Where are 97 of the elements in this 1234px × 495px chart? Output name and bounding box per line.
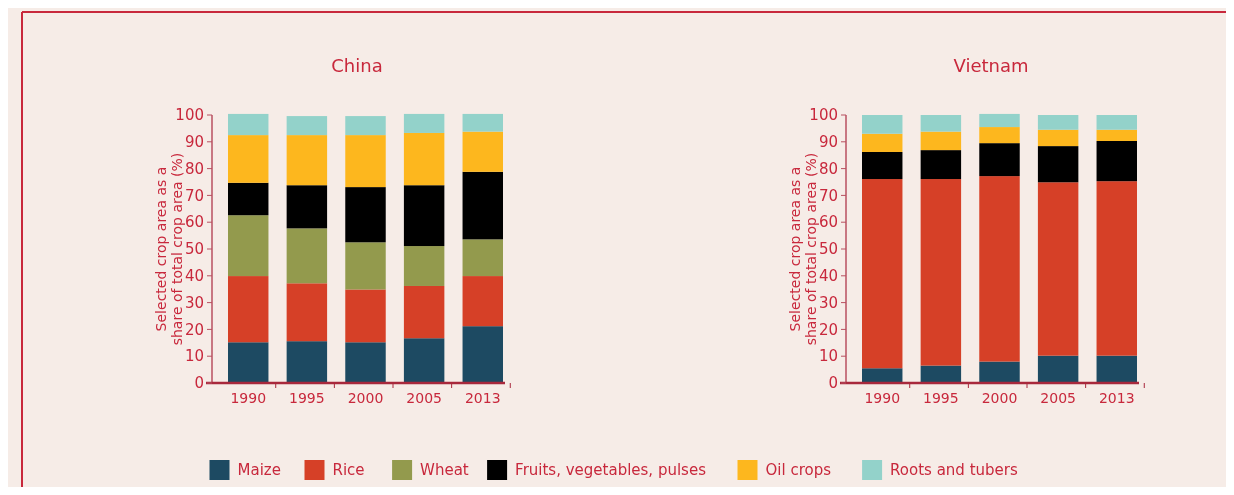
bar	[228, 342, 269, 383]
y-tick-label: 80	[818, 159, 838, 178]
bar	[1096, 129, 1137, 141]
legend-label: Rice	[332, 461, 365, 480]
y-tick-label: 10	[184, 347, 204, 366]
bar	[462, 113, 503, 132]
y-tick-label: 20	[184, 320, 204, 339]
y-tick-label: 0	[194, 374, 204, 393]
bar	[403, 132, 445, 186]
y-tick-label: 50	[818, 240, 838, 259]
x-tick-label: 2005	[1040, 390, 1076, 406]
y-tick-label: 90	[818, 133, 838, 152]
bar	[345, 187, 386, 243]
bar	[403, 113, 445, 133]
bar	[862, 179, 903, 369]
bar	[345, 342, 386, 383]
y-tick-label: 70	[184, 186, 204, 205]
bar	[228, 113, 269, 136]
bar	[228, 135, 269, 183]
y-tick-label: 10	[818, 347, 838, 366]
bar	[979, 127, 1020, 144]
legend-label: Fruits, vegetables, pulses	[515, 461, 707, 480]
y-tick-label: 40	[184, 267, 204, 286]
x-tick-label: 2013	[464, 390, 501, 406]
bar	[979, 113, 1020, 128]
y-tick-label: 100	[175, 106, 204, 125]
y-tick-label: 100	[809, 106, 838, 125]
bar	[1037, 355, 1079, 383]
y-tick-label: 60	[184, 213, 204, 232]
bar	[403, 338, 445, 383]
chart-title: Vietnam	[953, 55, 1029, 76]
bar	[403, 246, 445, 286]
bar	[920, 179, 962, 366]
y-tick-label: 80	[184, 159, 204, 178]
bar	[286, 135, 328, 186]
x-tick-label: 2013	[1098, 390, 1135, 406]
x-tick-label: 1990	[864, 390, 901, 406]
bar	[1037, 146, 1079, 183]
legend-label: Maize	[237, 461, 281, 480]
y-tick-label: 70	[818, 186, 838, 205]
bar	[920, 131, 962, 151]
x-tick-label: 1995	[923, 390, 959, 406]
legend-label: Roots and tubers	[890, 461, 1018, 480]
bar	[920, 115, 962, 132]
bar	[862, 368, 903, 383]
x-tick-label: 2000	[981, 390, 1018, 406]
y-tick-label: 60	[818, 213, 838, 232]
bar	[286, 228, 328, 284]
bar	[1096, 355, 1137, 383]
x-tick-label: 1990	[230, 390, 267, 406]
bar	[462, 171, 503, 240]
x-tick-label: 1995	[289, 390, 325, 406]
bar	[979, 143, 1020, 177]
bar	[1037, 182, 1079, 356]
bar	[286, 116, 328, 136]
bar	[1037, 129, 1079, 147]
bar	[979, 361, 1020, 383]
chart-title: China	[331, 55, 383, 76]
bar	[228, 182, 269, 216]
bar	[286, 283, 328, 342]
bar	[403, 285, 445, 339]
bar	[462, 131, 503, 172]
bar	[862, 151, 903, 180]
y-tick-label: 20	[818, 320, 838, 339]
bar	[228, 276, 269, 343]
bar	[1096, 115, 1137, 130]
bar	[979, 176, 1020, 362]
y-tick-label: 30	[184, 293, 204, 312]
bar	[403, 185, 445, 247]
bar	[1096, 181, 1137, 356]
bar	[286, 341, 328, 383]
bar	[862, 133, 903, 152]
bar	[286, 185, 328, 229]
bar	[920, 150, 962, 180]
y-axis-title: Selected crop area as a share of total crop area (%)	[787, 152, 819, 346]
y-axis-title: Selected crop area as a share of total crop area (%)	[153, 152, 185, 346]
bar	[862, 115, 903, 134]
bar	[1096, 141, 1137, 182]
bar	[1037, 115, 1079, 130]
y-tick-label: 90	[184, 133, 204, 152]
y-tick-label: 40	[818, 267, 838, 286]
bar	[462, 239, 503, 277]
x-tick-label: 2005	[406, 390, 442, 406]
x-tick-label: 2000	[347, 390, 384, 406]
y-tick-label: 50	[184, 240, 204, 259]
bar	[345, 135, 386, 188]
bar	[228, 215, 269, 277]
bar	[345, 289, 386, 343]
bar	[462, 326, 503, 383]
bar	[345, 242, 386, 290]
y-tick-label: 0	[828, 374, 838, 393]
legend-label: Oil crops	[765, 461, 832, 480]
y-tick-label: 30	[818, 293, 838, 312]
bar	[462, 276, 503, 327]
bar	[920, 365, 962, 383]
bar	[345, 116, 386, 136]
legend-label: Wheat	[420, 461, 469, 480]
